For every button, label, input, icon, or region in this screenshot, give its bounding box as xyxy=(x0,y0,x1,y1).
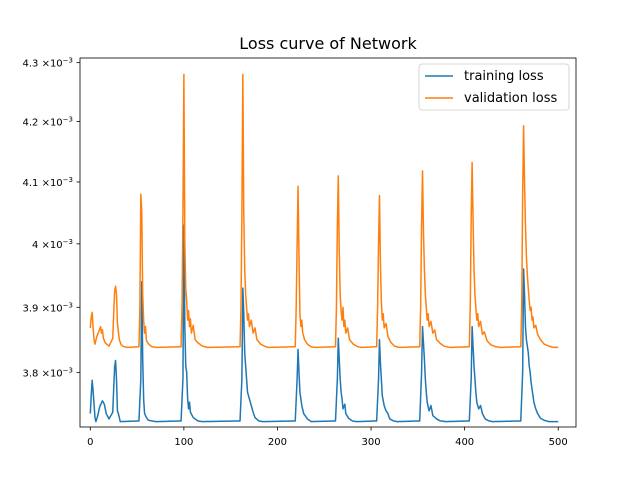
axes-layer: 0 100 200 300 400 500 3.8 ×10−3 3.9 ×10−3 4 ×10−… xyxy=(22,57,577,448)
legend-label-2: validation loss xyxy=(464,91,557,106)
x-tick-label: 100 xyxy=(174,437,193,448)
legend: training loss validation loss xyxy=(418,63,570,111)
series-line-1 xyxy=(89,224,559,423)
y-tick-label: 4.2 ×10−3 xyxy=(22,116,73,129)
y-tick-label: 3.9 ×10−3 xyxy=(22,301,73,314)
legend-label-1: training loss xyxy=(464,69,544,84)
x-tick-label: 200 xyxy=(268,437,287,448)
y-tick-label: 4.1 ×10−3 xyxy=(22,176,73,189)
y-tick-label: 3.8 ×10−3 xyxy=(22,366,73,379)
y-tick-label: 4 ×10−3 xyxy=(32,238,73,251)
x-tick-label: 500 xyxy=(549,437,568,448)
x-tick-label: 0 xyxy=(87,437,93,448)
chart-title: Loss curve of Network xyxy=(239,34,417,53)
y-tick-label: 4.3 ×10−3 xyxy=(22,57,73,70)
plot-frame xyxy=(79,57,577,428)
series-layer xyxy=(89,73,559,423)
legend-box xyxy=(418,63,570,111)
series-line-2 xyxy=(89,73,559,349)
x-tick-label: 400 xyxy=(455,437,474,448)
x-tick-label: 300 xyxy=(362,437,381,448)
